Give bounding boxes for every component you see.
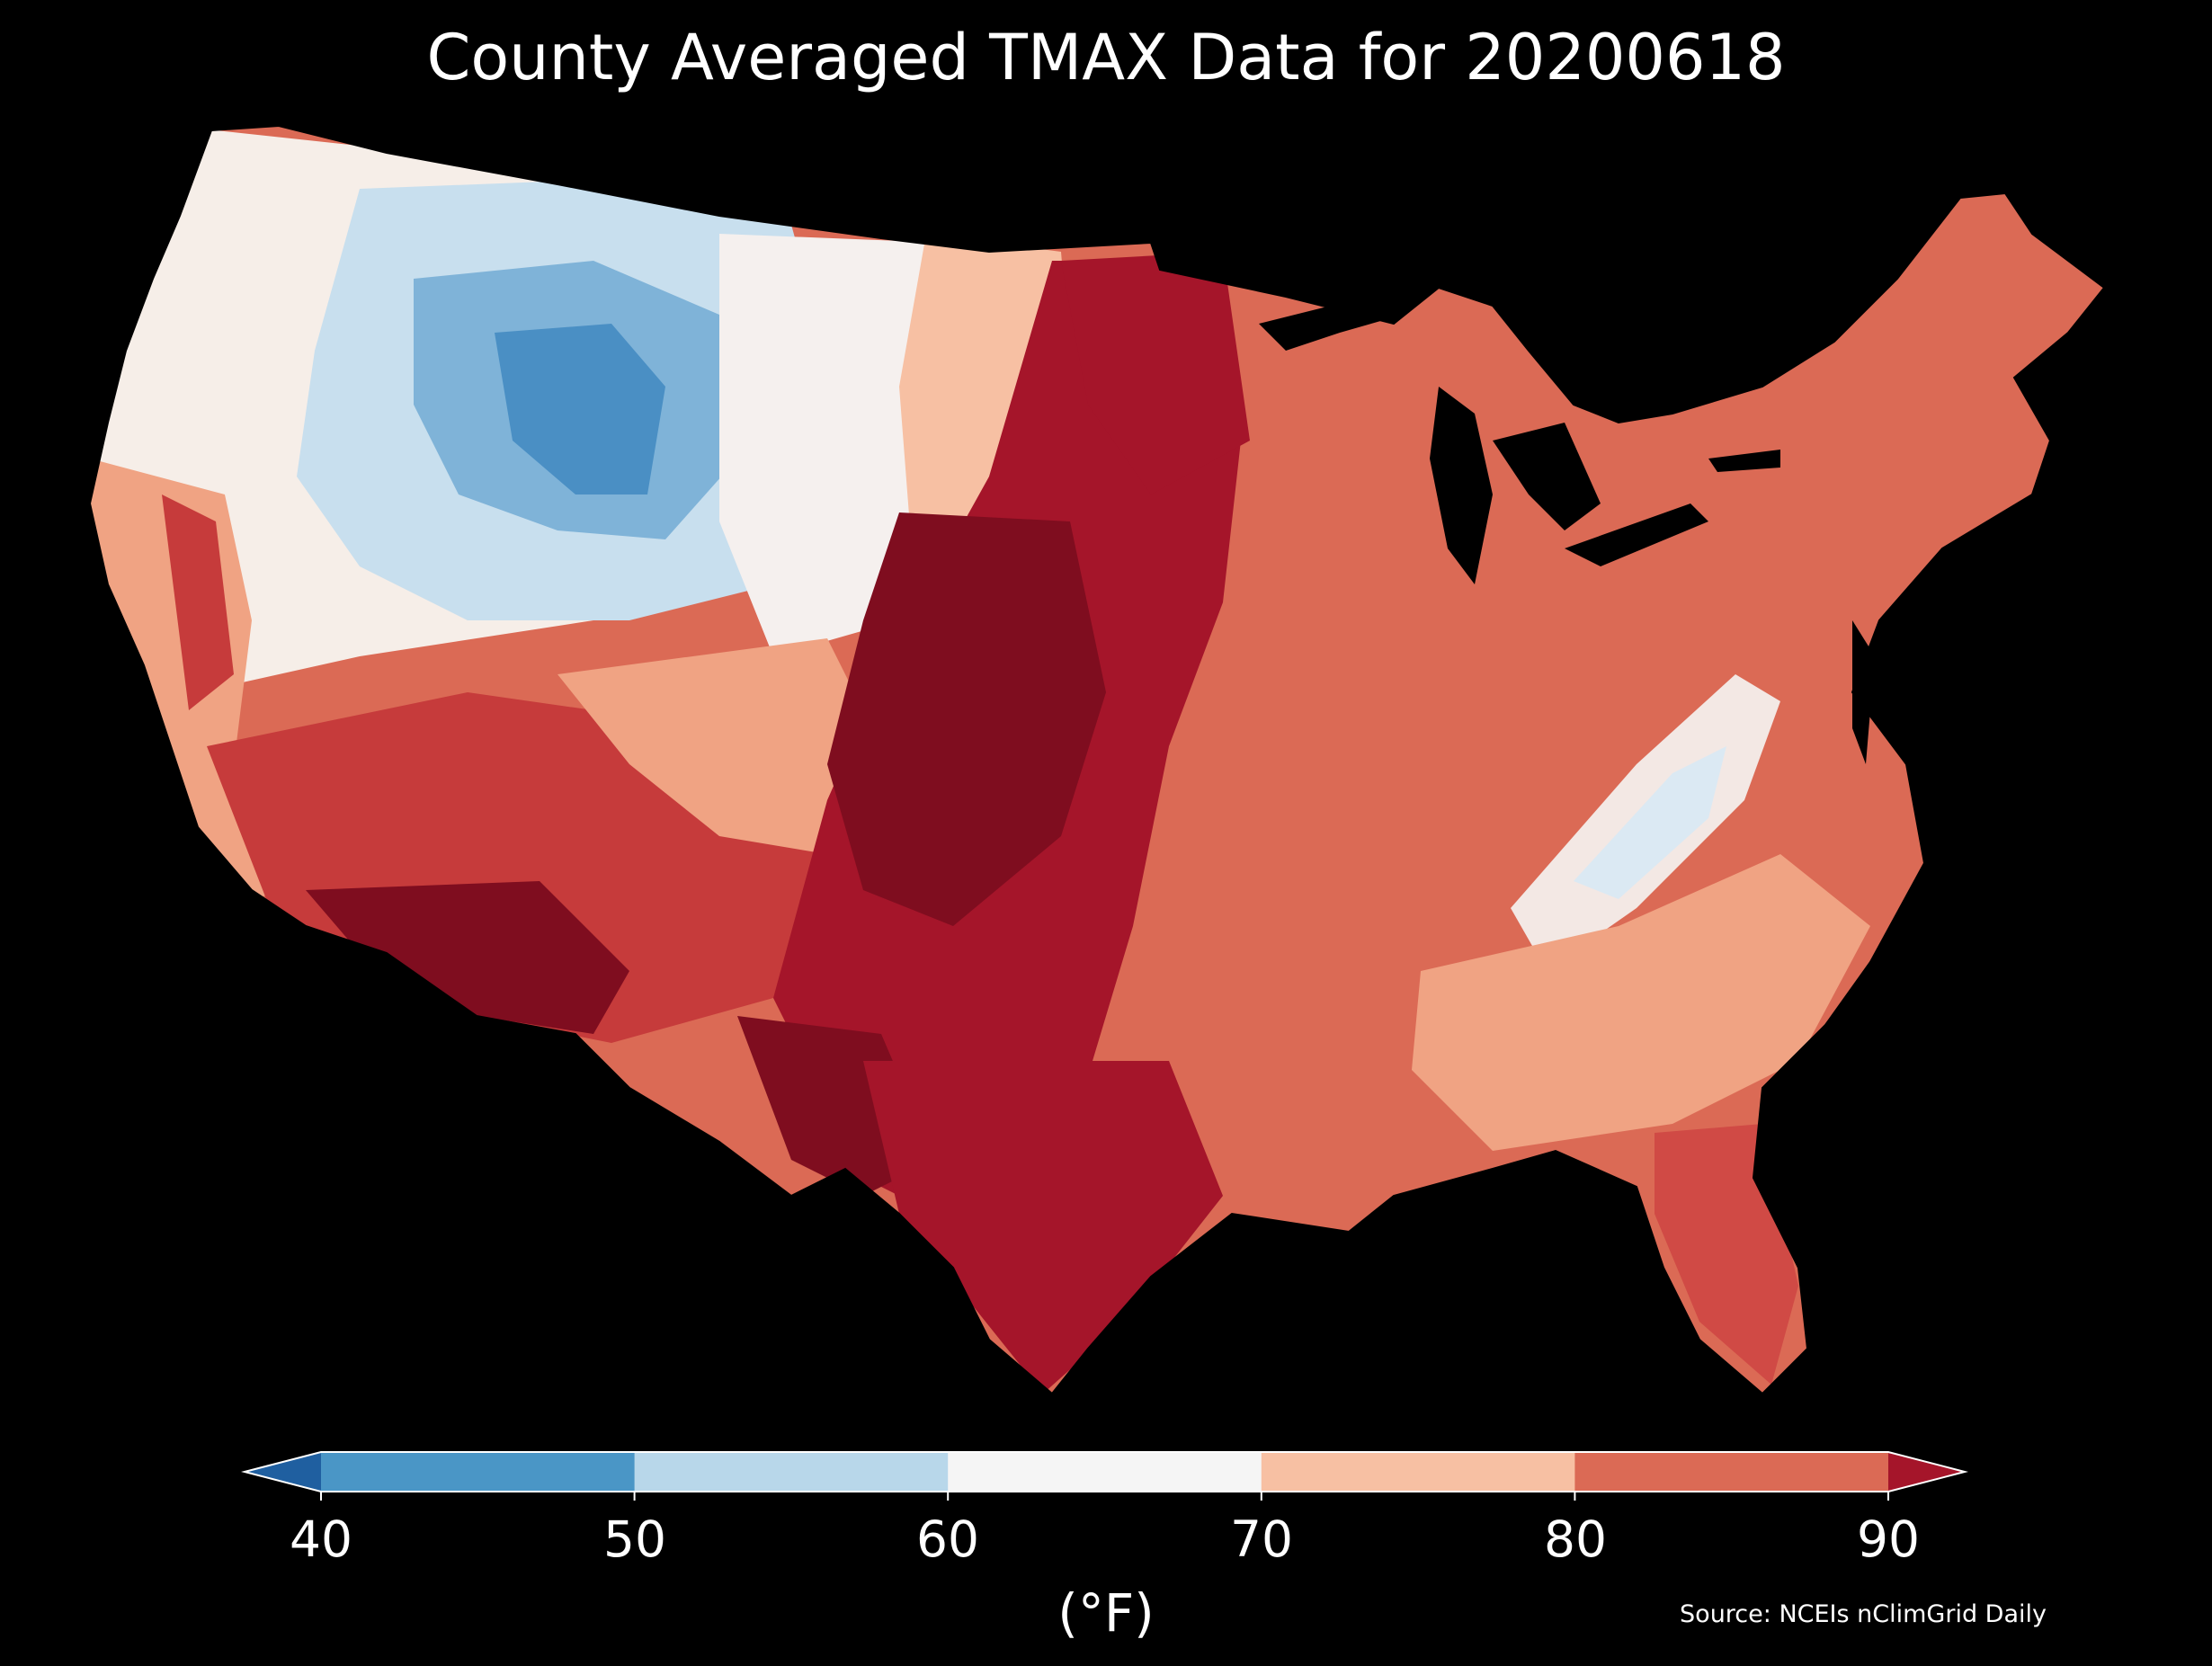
colorbar-bin-80-90 xyxy=(1574,1452,1889,1492)
colorbar-extend-high xyxy=(1888,1452,1965,1492)
colorbar-bin-50-60 xyxy=(634,1452,949,1492)
chesapeake-bay xyxy=(1852,620,1875,764)
lake-ontario xyxy=(1708,450,1780,472)
us-outline xyxy=(90,124,2106,1395)
colorbar-tick-50: 50 xyxy=(603,1510,666,1568)
colorbar-extend-low xyxy=(245,1452,321,1492)
colorbar-tick-60: 60 xyxy=(916,1510,979,1568)
colorbar-bin-40-50 xyxy=(321,1452,636,1492)
lake-superior xyxy=(1259,297,1403,351)
lake-huron xyxy=(1493,423,1601,530)
county-tmax-map xyxy=(90,117,2122,1421)
colorbar-tick-80: 80 xyxy=(1544,1510,1607,1568)
colorbar-tick-70: 70 xyxy=(1230,1510,1293,1568)
colorbar xyxy=(241,1451,1968,1501)
lake-erie xyxy=(1565,503,1708,566)
colorbar-bin-70-80 xyxy=(1261,1452,1575,1492)
colorbar-tick-90: 90 xyxy=(1857,1510,1920,1568)
source-label: Source: NCEIs nClimGrid Daily xyxy=(1680,1600,2047,1628)
page-title: County Averaged TMAX Data for 20200618 xyxy=(426,21,1786,94)
colorbar-bin-60-70 xyxy=(948,1452,1262,1492)
lake-michigan xyxy=(1430,387,1493,584)
colorbar-tick-40: 40 xyxy=(290,1510,352,1568)
colorbar-unit-label: (°F) xyxy=(1057,1582,1155,1644)
